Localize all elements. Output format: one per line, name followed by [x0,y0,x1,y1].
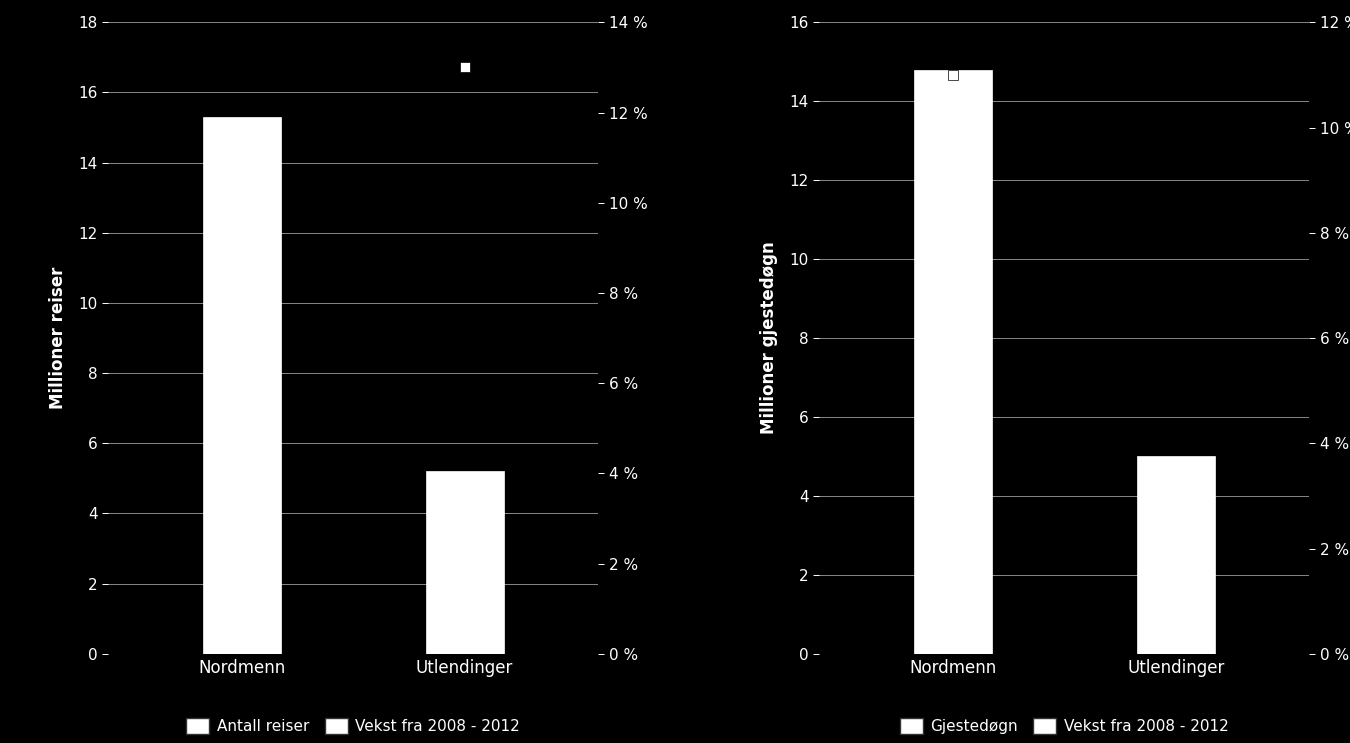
Legend: Antall reiser, Vekst fra 2008 - 2012: Antall reiser, Vekst fra 2008 - 2012 [181,712,526,740]
Bar [1137,456,1215,654]
Legend: Gjestedøgn, Vekst fra 2008 - 2012: Gjestedøgn, Vekst fra 2008 - 2012 [894,712,1235,740]
Bar [425,471,504,654]
Y-axis label: Millioner reiser: Millioner reiser [49,267,68,409]
Bar [914,70,992,654]
Y-axis label: Millioner gjestedøgn: Millioner gjestedøgn [760,241,778,435]
Bar [202,117,281,654]
